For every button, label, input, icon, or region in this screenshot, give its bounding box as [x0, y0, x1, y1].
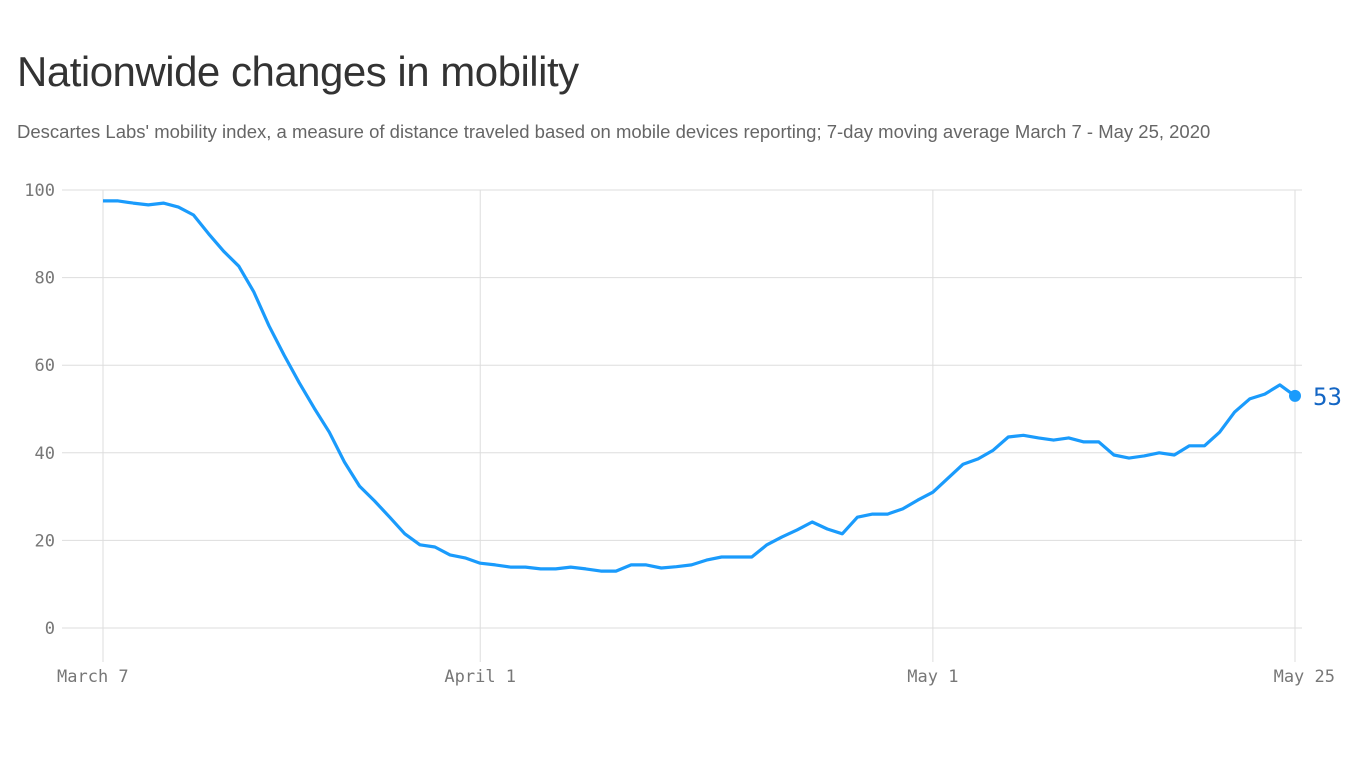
series-line	[103, 199, 1296, 573]
y-tick-label: 80	[35, 269, 55, 289]
chart-subtitle: Descartes Labs' mobility index, a measur…	[17, 121, 1211, 142]
x-tick-label: May 25	[1274, 667, 1335, 687]
x-tick-label: March 7	[57, 667, 129, 687]
y-tick-label: 40	[35, 444, 55, 464]
x-tick-label: April 1	[444, 667, 516, 687]
chart-title: Nationwide changes in mobility	[17, 48, 579, 95]
end-value-label: 53	[1313, 383, 1342, 411]
y-tick-label: 60	[35, 356, 55, 376]
y-tick-label: 0	[45, 619, 55, 639]
end-point-marker	[1289, 389, 1301, 402]
x-tick-label: May 1	[907, 667, 958, 687]
y-tick-label: 100	[24, 181, 55, 201]
y-tick-label: 20	[35, 531, 55, 551]
